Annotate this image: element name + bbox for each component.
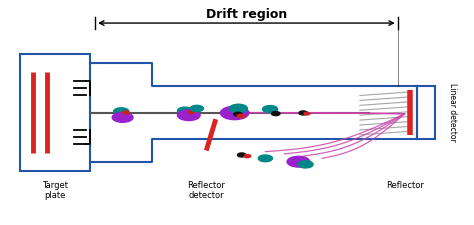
Circle shape xyxy=(272,112,280,116)
Text: Reflector: Reflector xyxy=(386,181,424,190)
FancyBboxPatch shape xyxy=(19,54,91,171)
Circle shape xyxy=(188,110,194,114)
Circle shape xyxy=(298,161,313,168)
Text: Linear detector: Linear detector xyxy=(447,83,456,142)
Circle shape xyxy=(287,156,310,167)
Circle shape xyxy=(244,155,251,158)
Circle shape xyxy=(120,112,129,117)
Circle shape xyxy=(220,106,249,120)
Circle shape xyxy=(229,104,247,113)
Circle shape xyxy=(112,112,133,122)
Circle shape xyxy=(263,106,278,113)
Circle shape xyxy=(234,112,242,116)
Circle shape xyxy=(258,155,273,162)
Text: Reflector
detector: Reflector detector xyxy=(187,181,225,200)
Text: Drift region: Drift region xyxy=(206,8,287,21)
Circle shape xyxy=(237,114,245,118)
Circle shape xyxy=(123,111,129,114)
Circle shape xyxy=(177,110,200,121)
Circle shape xyxy=(304,112,310,115)
Circle shape xyxy=(190,105,203,112)
Circle shape xyxy=(299,111,308,115)
Circle shape xyxy=(177,107,192,114)
Circle shape xyxy=(237,153,246,157)
Text: Target
plate: Target plate xyxy=(42,181,68,200)
Circle shape xyxy=(114,108,129,115)
